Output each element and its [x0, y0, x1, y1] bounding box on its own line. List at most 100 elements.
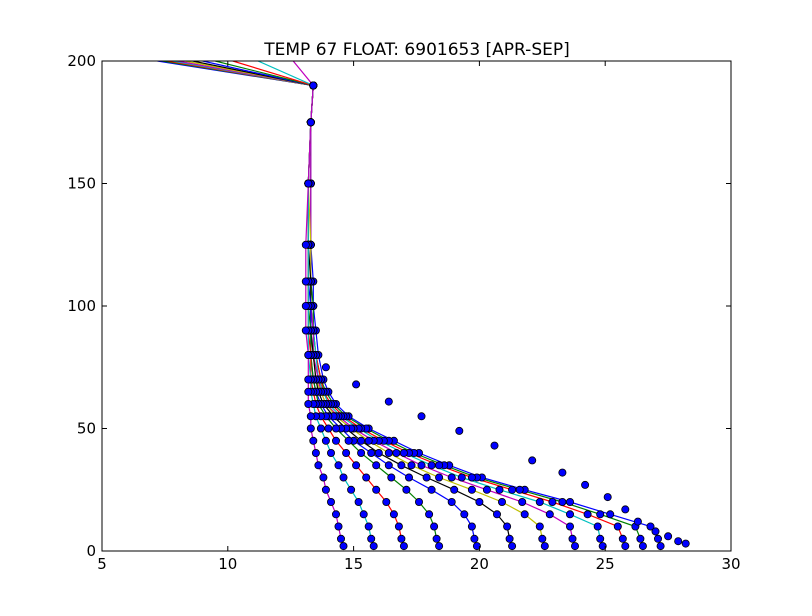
- observation-point: [638, 542, 647, 551]
- observation-markers: [301, 81, 690, 551]
- observation-point: [417, 461, 426, 470]
- observation-point: [369, 542, 378, 551]
- axis-ticks: 5 10 15 20 25 30 0 50 100 150 200: [67, 52, 740, 573]
- observation-point: [581, 480, 590, 489]
- observation-point: [593, 522, 602, 531]
- observation-point: [306, 118, 315, 127]
- observation-point: [352, 380, 361, 389]
- observation-point: [472, 542, 481, 551]
- observation-point: [362, 473, 371, 482]
- observation-point: [306, 412, 315, 421]
- observation-point: [324, 424, 333, 433]
- observation-point: [503, 522, 512, 531]
- observation-point: [492, 510, 501, 519]
- observation-point: [633, 517, 642, 526]
- observation-point: [397, 461, 406, 470]
- observation-point: [321, 485, 330, 494]
- observation-point: [515, 485, 524, 494]
- x-tick-label: 25: [596, 555, 615, 573]
- observation-point: [566, 497, 575, 506]
- profile-line-1: [157, 61, 662, 547]
- observation-point: [435, 473, 444, 482]
- observation-point: [304, 375, 313, 384]
- observation-point: [364, 436, 373, 445]
- observation-point: [339, 542, 348, 551]
- observation-point: [425, 510, 434, 519]
- observation-point: [450, 485, 459, 494]
- observation-point: [357, 448, 366, 457]
- observation-point: [618, 534, 627, 543]
- observation-point: [583, 510, 592, 519]
- observation-point: [535, 497, 544, 506]
- observation-point: [596, 534, 605, 543]
- observation-point: [475, 497, 484, 506]
- observation-point: [568, 534, 577, 543]
- observation-point: [321, 436, 330, 445]
- y-tick-label: 50: [77, 420, 96, 438]
- observation-point: [316, 424, 325, 433]
- observation-point: [321, 363, 330, 372]
- observation-point: [422, 473, 431, 482]
- chart-title: TEMP 67 FLOAT: 6901653 [APR-SEP]: [263, 40, 569, 60]
- observation-point: [359, 510, 368, 519]
- profile-line-9: [215, 61, 440, 547]
- observation-point: [435, 461, 444, 470]
- observation-point: [384, 397, 393, 406]
- observation-point: [654, 534, 663, 543]
- y-tick-label: 100: [67, 297, 96, 315]
- observation-point: [399, 448, 408, 457]
- observation-point: [558, 497, 567, 506]
- observation-point: [427, 461, 436, 470]
- x-tick-label: 5: [97, 555, 107, 573]
- observation-point: [596, 510, 605, 519]
- observation-point: [566, 522, 575, 531]
- observation-point: [545, 510, 554, 519]
- observation-point: [364, 522, 373, 531]
- observation-point: [387, 473, 396, 482]
- observation-point: [306, 424, 315, 433]
- observation-point: [311, 448, 320, 457]
- observation-point: [621, 505, 630, 514]
- observation-point: [331, 510, 340, 519]
- observation-point: [304, 387, 313, 396]
- observation-point: [367, 448, 376, 457]
- profile-line-10: [232, 61, 405, 547]
- y-tick-label: 150: [67, 175, 96, 193]
- observation-point: [382, 497, 391, 506]
- observation-point: [367, 534, 376, 543]
- y-tick-label: 0: [86, 542, 96, 560]
- observation-point: [636, 534, 645, 543]
- observation-point: [342, 448, 351, 457]
- x-tick-label: 15: [344, 555, 363, 573]
- observation-point: [646, 522, 655, 531]
- profile-line-8: [202, 61, 478, 547]
- observation-point: [354, 497, 363, 506]
- observation-point: [301, 326, 310, 335]
- observation-point: [505, 534, 514, 543]
- observation-point: [347, 485, 356, 494]
- observation-point: [603, 493, 612, 502]
- observation-point: [301, 240, 310, 249]
- observation-point: [404, 473, 413, 482]
- observation-point: [467, 473, 476, 482]
- observation-point: [447, 497, 456, 506]
- observation-point: [384, 461, 393, 470]
- observation-point: [566, 510, 575, 519]
- observation-point: [455, 426, 464, 435]
- observation-point: [482, 485, 491, 494]
- profile-line-5: [177, 61, 576, 547]
- observation-point: [651, 527, 660, 536]
- observation-point: [518, 497, 527, 506]
- observation-point: [430, 522, 439, 531]
- observation-point: [497, 497, 506, 506]
- observation-point: [664, 532, 673, 541]
- observation-point: [344, 436, 353, 445]
- observation-point: [432, 534, 441, 543]
- observation-point: [389, 510, 398, 519]
- observation-point: [326, 448, 335, 457]
- observation-point: [326, 497, 335, 506]
- observation-point: [470, 534, 479, 543]
- series-layer: [157, 61, 662, 547]
- observation-point: [621, 542, 630, 551]
- observation-point: [656, 542, 665, 551]
